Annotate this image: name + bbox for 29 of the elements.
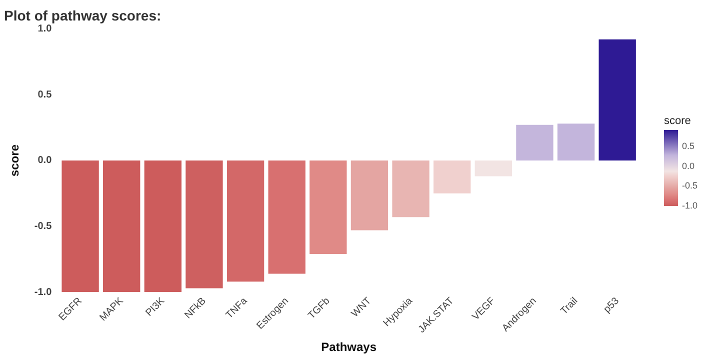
bar (268, 160, 306, 274)
x-tick-label: Trail (558, 296, 580, 317)
bar (310, 160, 347, 254)
y-tick-label: 0.0 (38, 155, 52, 166)
y-tick-label: -0.5 (34, 221, 52, 232)
chart-title: Plot of pathway scores: (4, 7, 162, 24)
bar (557, 124, 595, 160)
y-tick-label: 0.5 (38, 89, 52, 100)
color-bar-title: score (664, 115, 691, 127)
x-axis-title: Pathways (321, 340, 377, 354)
color-bar-label: -0.5 (682, 180, 698, 191)
color-bar-label: 0.5 (682, 141, 695, 152)
y-tick-label: 1.0 (38, 24, 52, 35)
bar (598, 39, 636, 160)
x-tick-label: p53 (602, 295, 622, 316)
bar (350, 160, 388, 230)
y-tick-label: -1.0 (34, 286, 52, 298)
bar (392, 160, 430, 218)
bar (516, 124, 554, 160)
bar (103, 160, 140, 292)
y-axis-title: score (8, 144, 22, 176)
bar (434, 160, 471, 194)
bar (474, 160, 512, 176)
bar (144, 160, 182, 292)
color-bar-label: 0.0 (682, 160, 695, 171)
bar (62, 160, 99, 292)
color-bar-label: -1.0 (682, 200, 698, 210)
bar (226, 160, 264, 282)
bar (186, 160, 223, 288)
